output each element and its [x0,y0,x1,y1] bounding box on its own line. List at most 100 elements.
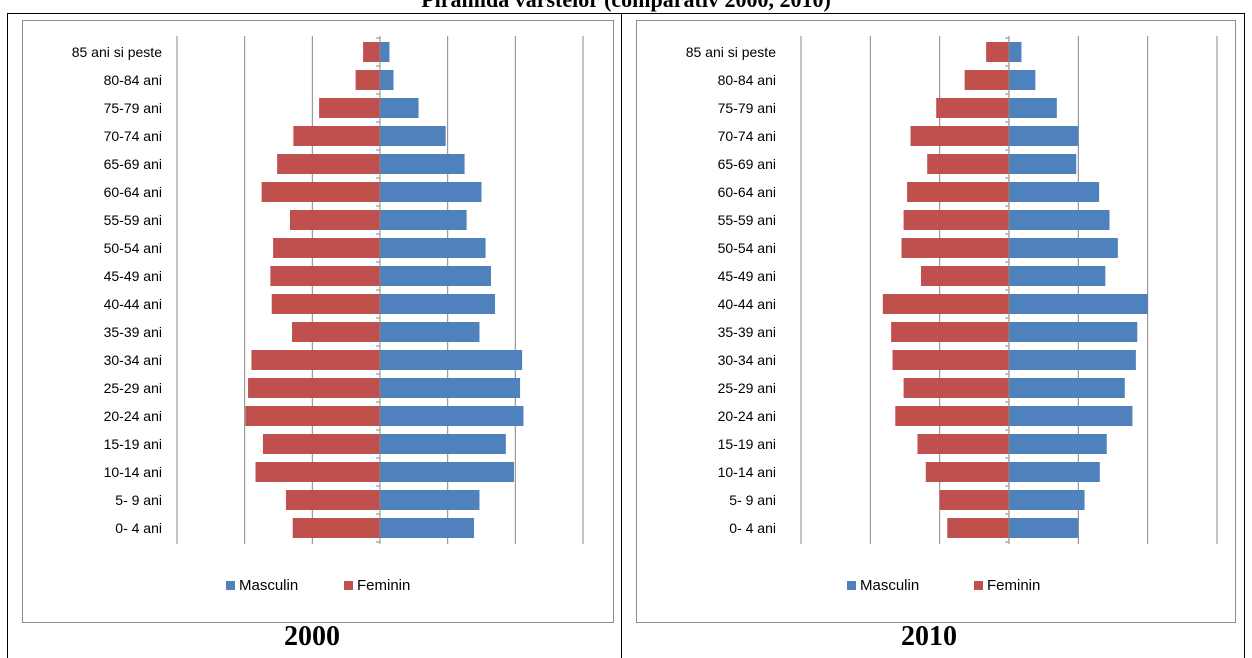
bar-masculin [1009,294,1148,314]
bar-masculin [1009,490,1085,510]
bar-masculin [380,322,480,342]
bar-feminin [925,462,1009,482]
bar-feminin [251,350,380,370]
bar-feminin [936,98,1009,118]
tick-label: 35-39 ani [104,324,162,340]
bar-feminin [245,406,380,426]
bar-masculin [1009,182,1100,202]
bar-feminin [892,350,1009,370]
chart-2010-svg: 85 ani si peste 80-84 ani 75-79 ani 70-74 a… [686,36,1218,594]
tick-label: 30-34 ani [104,352,162,368]
tick-label: 85 ani si peste [72,44,162,60]
year-label-2000: 2000 [284,621,340,652]
bar-masculin [380,42,390,62]
bar-feminin [355,70,380,90]
bar-masculin [380,462,514,482]
bar-masculin [380,294,496,314]
tick-label: 80-84 ani [104,72,162,88]
bar-masculin [380,266,491,286]
bar-masculin [1009,518,1079,538]
bar-masculin [380,70,394,90]
tick-label: 75-79 ani [718,100,776,116]
bar-masculin [1009,266,1106,286]
tick-label: 80-84 ani [718,72,776,88]
bar-masculin [380,182,482,202]
tick-label: 0- 4 ani [729,520,776,536]
bar-masculin [1009,98,1057,118]
bar-masculin [1009,378,1125,398]
bar-masculin [380,490,480,510]
bar-feminin [273,238,380,258]
tick-label: 45-49 ani [718,268,776,284]
bar-feminin [293,126,380,146]
bar-feminin [882,294,1009,314]
bar-feminin [262,434,380,454]
bar-feminin [986,42,1009,62]
legend-label-feminin: Feminin [357,577,410,594]
bar-masculin [1009,154,1077,174]
legend-swatch-masculin [226,581,235,590]
bar-masculin [1009,238,1118,258]
tick-label: 75-79 ani [104,100,162,116]
bar-feminin [903,210,1009,230]
bar-feminin [907,182,1009,202]
bar-feminin [290,210,380,230]
tick-label: 20-24 ani [104,408,162,424]
bar-masculin [380,210,467,230]
chart-2000: 85 ani si peste 80-84 ani 75-79 ani 70-74 a… [22,20,614,623]
legend-label-masculin: Masculin [239,577,298,594]
bar-masculin [1009,406,1133,426]
tick-label: 50-54 ani [104,240,162,256]
bar-feminin [248,378,380,398]
bar-feminin [947,518,1009,538]
tick-label: 50-54 ani [718,240,776,256]
bar-masculin [1009,462,1100,482]
column-divider [621,13,622,658]
bar-masculin [1009,322,1138,342]
bar-masculin [380,378,521,398]
tick-label: 60-64 ani [104,184,162,200]
chart-2010: 85 ani si peste 80-84 ani 75-79 ani 70-74 a… [636,20,1236,623]
tick-label: 0- 4 ani [115,520,162,536]
bar-feminin [901,238,1009,258]
tick-label: 5- 9 ani [115,492,162,508]
bar-masculin [1009,210,1110,230]
legend-swatch-feminin [974,581,983,590]
legend-label-masculin: Masculin [860,577,919,594]
bar-masculin [1009,434,1107,454]
bar-masculin [380,126,446,146]
tick-label: 30-34 ani [718,352,776,368]
bar-masculin [380,350,523,370]
tick-label: 55-59 ani [718,212,776,228]
bar-feminin [261,182,380,202]
tick-label: 35-39 ani [718,324,776,340]
bar-feminin [891,322,1009,342]
legend-label-feminin: Feminin [987,577,1040,594]
tick-label: 60-64 ani [718,184,776,200]
bar-feminin [319,98,380,118]
bar-feminin [363,42,380,62]
tick-label: 40-44 ani [718,296,776,312]
bar-feminin [895,406,1009,426]
bar-masculin [1009,70,1036,90]
bar-masculin [380,406,524,426]
tick-label: 10-14 ani [718,464,776,480]
legend-swatch-feminin [344,581,353,590]
tick-label: 55-59 ani [104,212,162,228]
tick-label: 65-69 ani [104,156,162,172]
bar-masculin [380,518,475,538]
page-title: Piramida vârstelor (comparativ 2000, 201… [0,0,1252,13]
tick-label: 70-74 ani [104,128,162,144]
bar-feminin [285,490,380,510]
bar-feminin [964,70,1009,90]
bar-masculin [1009,42,1022,62]
tick-label: 45-49 ani [104,268,162,284]
bar-feminin [271,294,380,314]
bar-feminin [917,434,1009,454]
tick-label: 15-19 ani [718,436,776,452]
bar-masculin [1009,350,1136,370]
bar-feminin [270,266,380,286]
tick-label: 10-14 ani [104,464,162,480]
bar-masculin [380,434,506,454]
bar-feminin [292,322,380,342]
